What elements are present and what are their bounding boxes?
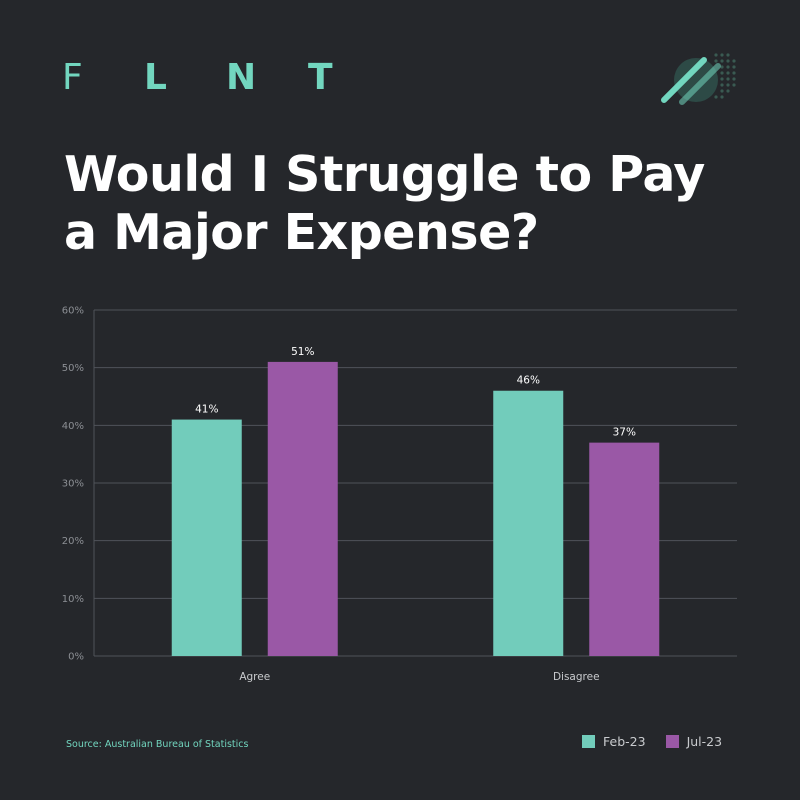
data-label: 41%	[195, 404, 218, 416]
legend-swatch-feb	[582, 735, 595, 748]
flnt-logo-mark-icon	[661, 53, 736, 105]
title-line-1: Would I Struggle to Pay	[64, 146, 705, 203]
y-tick-label: 0%	[68, 652, 84, 663]
legend-label-jul: Jul-23	[686, 734, 723, 749]
data-label: 51%	[291, 346, 314, 358]
legend-swatch-jul	[665, 735, 679, 748]
brand-letter: T	[308, 57, 333, 98]
y-tick-label: 30%	[62, 479, 84, 490]
legend-item-feb: Feb-23	[582, 734, 646, 749]
brand-letter: F	[62, 57, 83, 98]
title-line-2: a Major Expense?	[64, 204, 539, 261]
brand-wordmark: F L N T	[62, 60, 390, 96]
y-tick-label: 60%	[62, 306, 84, 317]
bar	[589, 442, 660, 656]
bar-chart: 0% 10% 20% 30% 40% 50% 60% 41% 51% Agree 46% 37% Dis…	[0, 290, 800, 700]
legend-item-jul: Jul-23	[665, 734, 723, 749]
y-tick-label: 10%	[62, 594, 84, 605]
y-tick-label: 40%	[62, 421, 84, 432]
bar	[267, 361, 338, 656]
bar-chart-svg: 0% 10% 20% 30% 40% 50% 60% 41% 51% Agree 46% 37% Dis…	[62, 306, 737, 683]
brand-letter: N	[226, 57, 257, 98]
legend-label-feb: Feb-23	[603, 734, 646, 749]
bar	[171, 419, 242, 656]
brand-letter: L	[144, 57, 167, 98]
x-tick-label: Agree	[239, 671, 270, 683]
x-tick-label: Disagree	[553, 671, 600, 683]
bar	[493, 390, 564, 656]
y-tick-label: 50%	[62, 363, 84, 374]
source-note: Source: Australian Bureau of Statistics	[66, 739, 249, 750]
y-tick-label: 20%	[62, 536, 84, 547]
chart-legend: Feb-23 Jul-23	[582, 734, 722, 749]
page-title: Would I Struggle to Pay a Major Expense?	[64, 146, 764, 262]
data-label: 37%	[613, 427, 636, 439]
data-label: 46%	[517, 375, 540, 387]
